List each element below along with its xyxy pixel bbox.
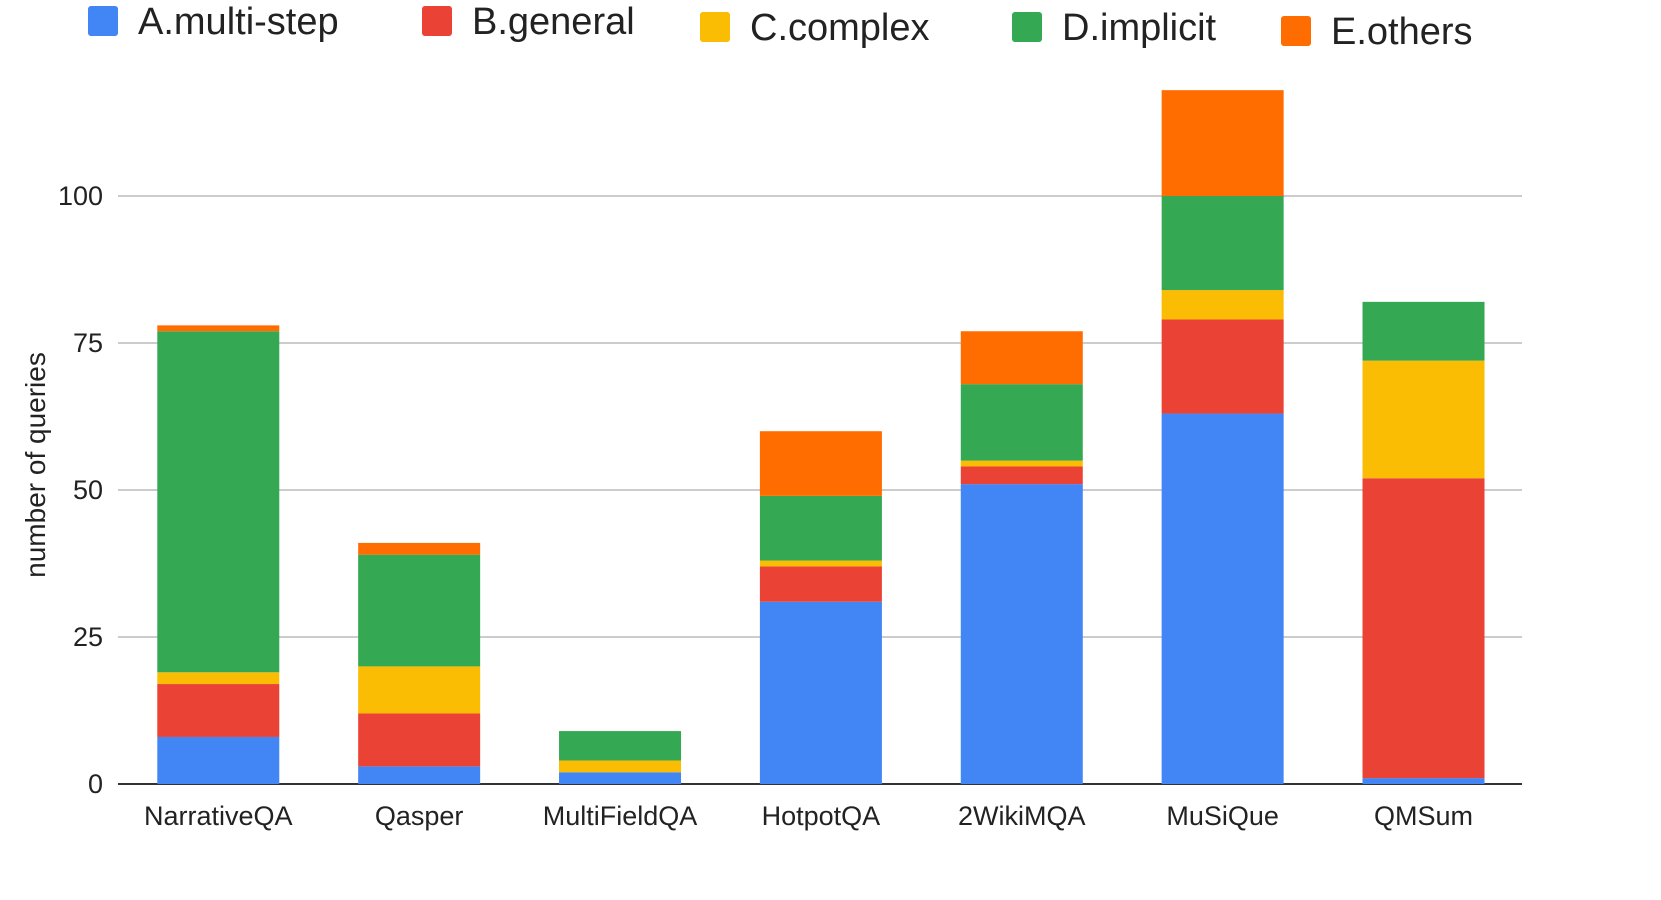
bar-MuSiQue-C.complex — [1161, 290, 1284, 320]
bar-HotpotQA-E.others — [759, 431, 882, 496]
bar-MuSiQue-A.multi-step — [1161, 413, 1284, 784]
x-tick-MuSiQue: MuSiQue — [1166, 801, 1279, 831]
bars — [157, 90, 1485, 784]
legend-swatch-E.others — [1281, 16, 1311, 46]
bar-2WikiMQA-E.others — [960, 331, 1083, 385]
bar-QMSum-B.general — [1362, 478, 1485, 779]
bar-2WikiMQA-A.multi-step — [960, 484, 1083, 784]
bar-MuSiQue-E.others — [1161, 90, 1284, 196]
bar-2WikiMQA-B.general — [960, 466, 1083, 485]
bar-HotpotQA-C.complex — [759, 560, 882, 567]
bar-NarrativeQA-D.implicit — [157, 331, 280, 673]
x-tick-2WikiMQA: 2WikiMQA — [958, 801, 1086, 831]
legend-label-A.multi-step: A.multi-step — [138, 1, 339, 43]
legend-label-D.implicit: D.implicit — [1062, 7, 1217, 49]
bar-2WikiMQA-D.implicit — [960, 384, 1083, 461]
x-tick-HotpotQA: HotpotQA — [762, 801, 881, 831]
bar-HotpotQA-A.multi-step — [759, 601, 882, 784]
legend: A.multi-step B.general C.complex D.implicit… — [88, 1, 1473, 53]
bar-MultiFieldQA-D.implicit — [559, 731, 682, 761]
bar-Qasper-A.multi-step — [358, 766, 481, 784]
bar-NarrativeQA-A.multi-step — [157, 736, 280, 784]
bar-2WikiMQA-C.complex — [960, 460, 1083, 467]
legend-swatch-A.multi-step — [88, 6, 118, 36]
x-tick-Qasper: Qasper — [375, 801, 464, 831]
y-tick-labels: 0 25 50 75 100 — [58, 181, 103, 799]
bar-Qasper-B.general — [358, 713, 481, 767]
bar-NarrativeQA-B.general — [157, 684, 280, 737]
bar-QMSum-A.multi-step — [1362, 778, 1485, 784]
y-tick-25: 25 — [73, 622, 103, 652]
x-tick-NarrativeQA: NarrativeQA — [144, 801, 293, 831]
y-tick-100: 100 — [58, 181, 103, 211]
y-axis-label: number of queries — [20, 352, 51, 578]
bar-NarrativeQA-C.complex — [157, 672, 280, 685]
bar-Qasper-D.implicit — [358, 554, 481, 667]
y-tick-75: 75 — [73, 328, 103, 358]
legend-swatch-D.implicit — [1012, 12, 1042, 42]
bar-Qasper-C.complex — [358, 666, 481, 714]
bar-NarrativeQA-E.others — [157, 325, 280, 332]
y-tick-0: 0 — [88, 769, 103, 799]
bar-MultiFieldQA-C.complex — [559, 760, 682, 773]
bar-MuSiQue-D.implicit — [1161, 196, 1284, 291]
bar-MultiFieldQA-A.multi-step — [559, 772, 682, 784]
legend-swatch-B.general — [422, 6, 452, 36]
legend-label-B.general: B.general — [472, 1, 635, 43]
x-tick-QMSum: QMSum — [1374, 801, 1473, 831]
legend-label-C.complex: C.complex — [750, 7, 930, 49]
y-tick-50: 50 — [73, 475, 103, 505]
bar-HotpotQA-D.implicit — [759, 495, 882, 561]
bar-QMSum-C.complex — [1362, 360, 1485, 479]
x-tick-labels: NarrativeQA Qasper MultiFieldQA HotpotQA 2Wi… — [144, 801, 1473, 831]
x-tick-MultiFieldQA: MultiFieldQA — [543, 801, 698, 831]
legend-swatch-C.complex — [700, 12, 730, 42]
bar-QMSum-D.implicit — [1362, 301, 1485, 361]
bar-MuSiQue-B.general — [1161, 319, 1284, 414]
legend-label-E.others: E.others — [1331, 11, 1473, 53]
bar-Qasper-E.others — [358, 542, 481, 555]
bar-HotpotQA-B.general — [759, 566, 882, 602]
